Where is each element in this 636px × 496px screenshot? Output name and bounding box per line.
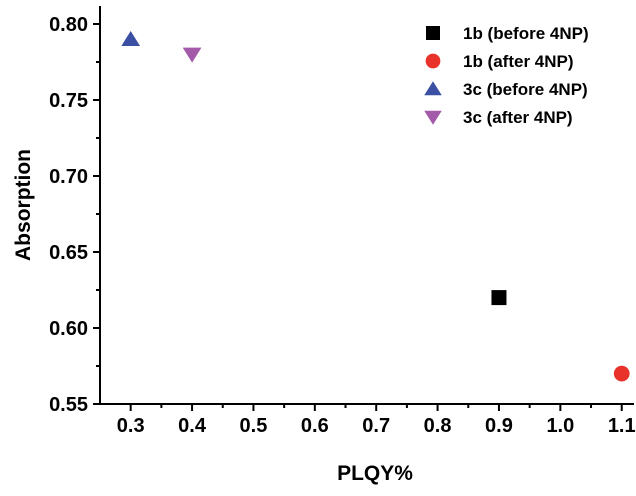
legend: 1b (before 4NP) 1b (after 4NP) 3c (before …	[424, 24, 589, 127]
data-point	[121, 30, 141, 46]
data-point	[613, 365, 630, 382]
y-tick-label: 0.55	[49, 394, 88, 416]
x-tick-label: 0.7	[362, 415, 390, 437]
y-tick-label: 0.70	[49, 166, 88, 188]
x-tick-label: 1.1	[608, 415, 636, 437]
data-point	[182, 47, 202, 63]
x-tick-label: 0.4	[178, 415, 207, 437]
x-tick-label: 0.6	[301, 415, 329, 437]
legend-marker	[425, 53, 441, 69]
legend-label: 1b (after 4NP)	[463, 52, 574, 71]
legend-marker	[424, 81, 442, 96]
y-axis-title: Absorption	[12, 149, 35, 261]
legend-label: 3c (after 4NP)	[463, 108, 573, 127]
x-tick-label: 1.0	[546, 415, 574, 437]
data-point	[491, 290, 507, 306]
y-tick-label: 0.60	[49, 318, 88, 340]
y-tick-label: 0.80	[49, 14, 88, 36]
x-tick-label: 0.8	[424, 415, 452, 437]
legend-label: 1b (before 4NP)	[463, 24, 589, 43]
x-tick-label: 0.5	[240, 415, 268, 437]
axes	[99, 6, 634, 405]
data-points	[121, 30, 630, 382]
legend-marker	[426, 26, 440, 40]
legend-marker	[424, 110, 442, 125]
legend-label: 3c (before 4NP)	[463, 80, 588, 99]
x-tick-label: 0.9	[485, 415, 513, 437]
x-axis-title: PLQY%	[337, 462, 413, 485]
x-tick-label: 0.3	[117, 415, 145, 437]
x-ticks: 0.3 0.4 0.5 0.6 0.7 0.8 0.9 1.0 1.1	[117, 404, 636, 437]
y-tick-label: 0.65	[49, 242, 88, 264]
y-tick-label: 0.75	[49, 90, 88, 112]
y-ticks: 0.55 0.60 0.65 0.70 0.75 0.80	[49, 14, 100, 416]
